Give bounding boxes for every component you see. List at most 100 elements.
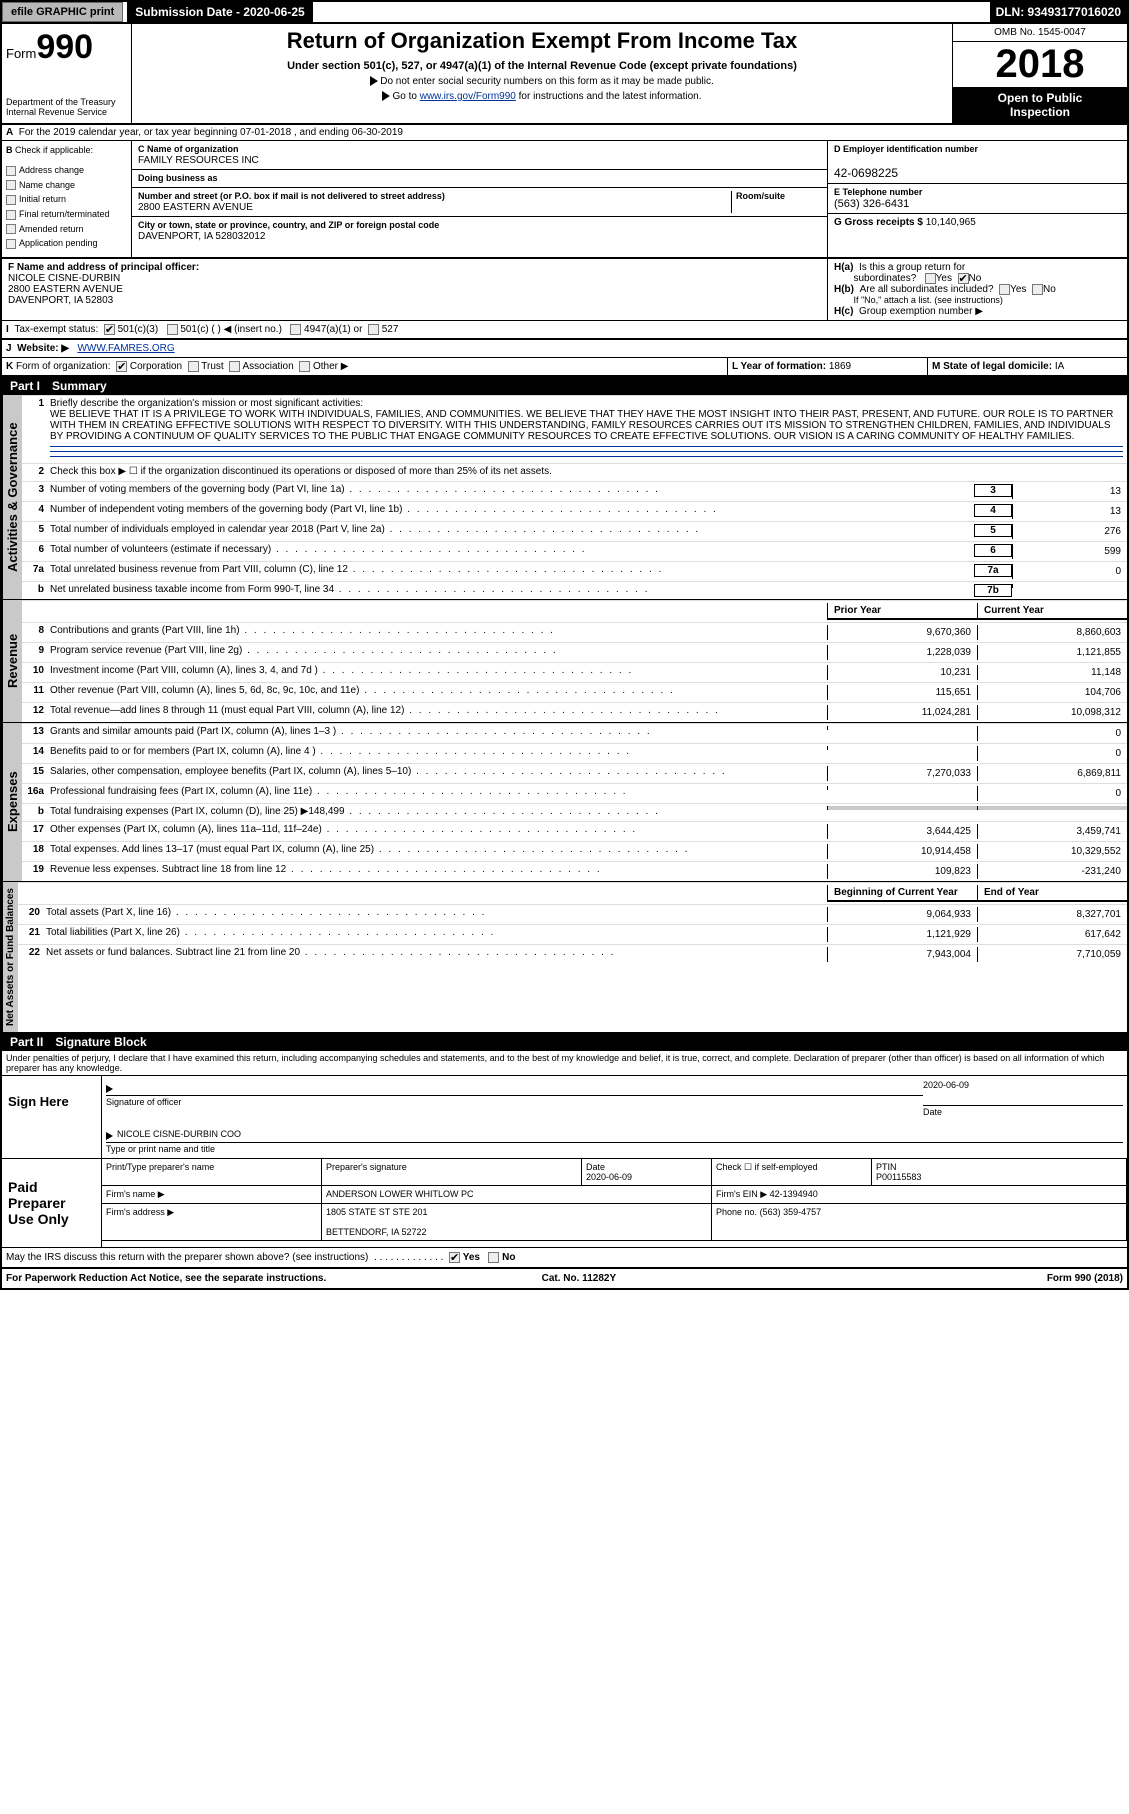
officer-city: DAVENPORT, IA 52803 [8,295,113,306]
no-label: No [969,273,982,284]
room-label: Room/suite [731,191,821,213]
discuss-no-check[interactable] [488,1252,499,1263]
c-name-label: C Name of organization [138,144,239,154]
prior-year-cell: 1,121,929 [827,927,977,942]
note1-text: Do not enter social security numbers on … [380,76,713,87]
firm-ein: 42-1394940 [770,1189,818,1199]
boxb-check[interactable] [6,210,16,220]
section-governance: Activities & Governance 1 Briefly descri… [2,395,1127,600]
discuss-yes-check[interactable] [449,1252,460,1263]
current-year-cell: 8,860,603 [977,625,1127,640]
data-line: 11Other revenue (Part VIII, column (A), … [22,682,1127,702]
current-year-cell: 0 [977,746,1127,761]
prior-year-cell [827,786,977,790]
hb-no-check[interactable] [1032,284,1043,295]
k-o1: Corporation [130,361,182,372]
i-4947-check[interactable] [290,324,301,335]
header-grid: B Check if applicable: Address changeNam… [2,141,1127,258]
data-line: 17Other expenses (Part IX, column (A), l… [22,821,1127,841]
i-501c3-check[interactable] [104,324,115,335]
footer-right-pre: Form [1047,1273,1075,1284]
org-addr: 2800 EASTERN AVENUE [138,202,253,213]
data-line: 14Benefits paid to or for members (Part … [22,743,1127,763]
hc-text: Group exemption number ▶ [859,306,983,317]
prep-name-label: Print/Type preparer's name [101,1158,322,1186]
k-corp-check[interactable] [116,361,127,372]
gov-line: 3Number of voting members of the governi… [22,481,1127,501]
ssn-note: Do not enter social security numbers on … [140,76,944,87]
data-line: 15Salaries, other compensation, employee… [22,763,1127,783]
yes-label: Yes [936,273,952,284]
current-year-cell: 7,710,059 [977,947,1127,962]
open-public-box: Open to Public Inspection [953,87,1127,123]
part-ii-num: Part II [10,1035,43,1049]
boxb-check[interactable] [6,239,16,249]
i-label: Tax-exempt status: [14,324,98,335]
d-label: D Employer identification number [834,144,978,154]
line-klm: K Form of organization: Corporation Trus… [2,358,1127,377]
current-year-cell: 10,098,312 [977,705,1127,720]
line-box: 4 [974,504,1012,517]
org-city: DAVENPORT, IA 528032012 [138,231,266,242]
l-val: 1869 [829,361,851,372]
goto-note: Go to www.irs.gov/Form990 for instructio… [140,91,944,102]
boxb-option: Application pending [6,238,127,249]
header-left: Form990 Department of the Treasury Inter… [2,24,132,123]
box-f: F Name and address of principal officer:… [2,259,827,320]
current-year-header: Current Year [977,603,1127,620]
firm-addr1: 1805 STATE ST STE 201 [326,1207,428,1217]
prior-year-cell: 10,914,458 [827,844,977,859]
i-o2: 501(c) ( ) ◀ (insert no.) [180,324,282,335]
box-b: B Check if applicable: Address changeNam… [2,141,132,257]
yes-label: Yes [1010,284,1026,295]
k-assoc-check[interactable] [229,361,240,372]
i-501c-check[interactable] [167,324,178,335]
boxb-check[interactable] [6,180,16,190]
triangle-icon [382,91,390,101]
tab-governance: Activities & Governance [2,395,22,599]
firm-phone-label: Phone no. [716,1207,757,1217]
website-link[interactable]: WWW.FAMRES.ORG [77,343,174,354]
k-other-check[interactable] [299,361,310,372]
form-subtitle: Under section 501(c), 527, or 4947(a)(1)… [140,60,944,72]
officer-addr: 2800 EASTERN AVENUE [8,284,123,295]
sign-body: Signature of officer 2020-06-09 Date NIC… [102,1076,1127,1158]
k-label: Form of organization: [16,361,111,372]
boxb-check[interactable] [6,166,16,176]
ha-yes-check[interactable] [925,273,936,284]
discuss-yes: Yes [463,1252,480,1263]
prior-year-header: Prior Year [827,603,977,620]
data-line: 10Investment income (Part VIII, column (… [22,662,1127,682]
ptin-label: PTIN [876,1162,897,1172]
prior-year-cell: 10,231 [827,665,977,680]
prior-year-cell: 9,670,360 [827,625,977,640]
ha-no-check[interactable] [958,273,969,284]
k-trust-check[interactable] [188,361,199,372]
data-line: 18Total expenses. Add lines 13–17 (must … [22,841,1127,861]
form-title: Return of Organization Exempt From Incom… [140,28,944,54]
section-revenue: Revenue Prior Year Current Year 8Contrib… [2,600,1127,723]
data-line: 20Total assets (Part X, line 16)9,064,93… [18,904,1127,924]
efile-print-button[interactable]: efile GRAPHIC print [2,2,123,22]
prior-year-cell: 7,270,033 [827,766,977,781]
boxb-check[interactable] [6,224,16,234]
footer-right: 990 [1075,1273,1092,1284]
l1-label: Briefly describe the organization's miss… [50,398,363,409]
irs-link[interactable]: www.irs.gov/Form990 [420,91,516,102]
hb2-text: If "No," attach a list. (see instruction… [853,295,1002,305]
dln-label: DLN: 93493177016020 [990,2,1127,22]
c-addr-label: Number and street (or P.O. box if mail i… [138,191,445,201]
current-year-cell [977,806,1127,810]
gov-line: bNet unrelated business taxable income f… [22,581,1127,599]
boxb-check[interactable] [6,195,16,205]
paid-body: Print/Type preparer's name Preparer's si… [102,1159,1127,1247]
box-c: C Name of organizationFAMILY RESOURCES I… [132,141,827,257]
line-i: I Tax-exempt status: 501(c)(3) 501(c) ( … [2,320,1127,339]
i-527-check[interactable] [368,324,379,335]
line-a-text: For the 2019 calendar year, or tax year … [19,127,403,138]
k-o2: Trust [201,361,223,372]
mission-text: WE BELIEVE THAT IT IS A PRIVILEGE TO WOR… [50,409,1113,442]
current-year-cell: 0 [977,786,1127,801]
data-line: 12Total revenue—add lines 8 through 11 (… [22,702,1127,722]
hb-yes-check[interactable] [999,284,1010,295]
